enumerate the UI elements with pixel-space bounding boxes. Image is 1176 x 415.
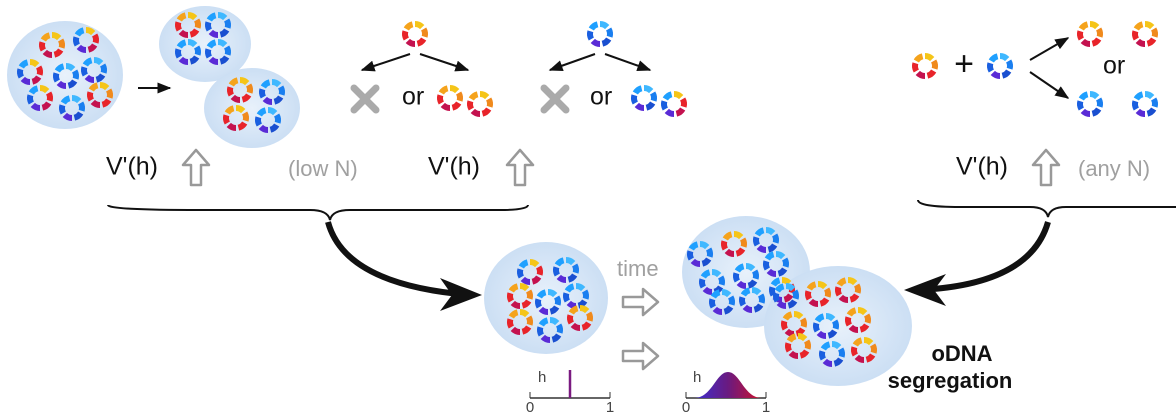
label: (any N) [1078, 156, 1150, 181]
ring [1131, 90, 1158, 117]
or: or [1103, 52, 1125, 80]
plus: + [954, 45, 974, 83]
hollow-arrow [1033, 150, 1059, 185]
hollow-arrow [183, 150, 209, 185]
ring [1076, 20, 1103, 47]
ring [1076, 90, 1103, 117]
plot-label: 0 [682, 399, 690, 415]
label: (low N) [288, 156, 358, 181]
or: or [402, 83, 424, 111]
cell [7, 21, 123, 129]
ring [1131, 20, 1158, 47]
label: V'(h) [428, 153, 480, 181]
ring [660, 90, 687, 117]
shapes [7, 6, 1176, 398]
brace [108, 205, 528, 220]
ring [911, 52, 938, 79]
arrow [1030, 38, 1068, 60]
arrow [362, 54, 410, 70]
plot-label: 0 [526, 399, 534, 415]
arrow [550, 54, 595, 70]
label: segregation [888, 368, 1013, 393]
label: oDNA [931, 341, 992, 366]
cross [354, 88, 376, 110]
plot-label: 1 [762, 399, 770, 415]
arrow [1030, 72, 1068, 98]
ring [466, 90, 493, 117]
label: V'(h) [956, 153, 1008, 181]
hollow-arrow [507, 150, 533, 185]
brace [918, 200, 1176, 217]
distribution [694, 372, 762, 398]
arrow [605, 54, 650, 70]
arrow [420, 54, 468, 70]
ring [401, 20, 428, 47]
cross [544, 88, 566, 110]
hollow-arrow [623, 289, 658, 315]
diagram: V'(h) (low N) V'(h) V'(h) (any N) or or … [0, 0, 1176, 415]
label: V'(h) [106, 153, 158, 181]
or: or [590, 83, 612, 111]
ring [586, 20, 613, 47]
ring [986, 52, 1013, 79]
plot-label: h [693, 369, 701, 386]
hollow-arrow [623, 343, 658, 369]
cell [204, 68, 300, 148]
ring [436, 84, 463, 111]
plot-label: h [538, 369, 546, 386]
ring [630, 84, 657, 111]
label: time [617, 256, 659, 281]
plot-label: 1 [606, 399, 614, 415]
